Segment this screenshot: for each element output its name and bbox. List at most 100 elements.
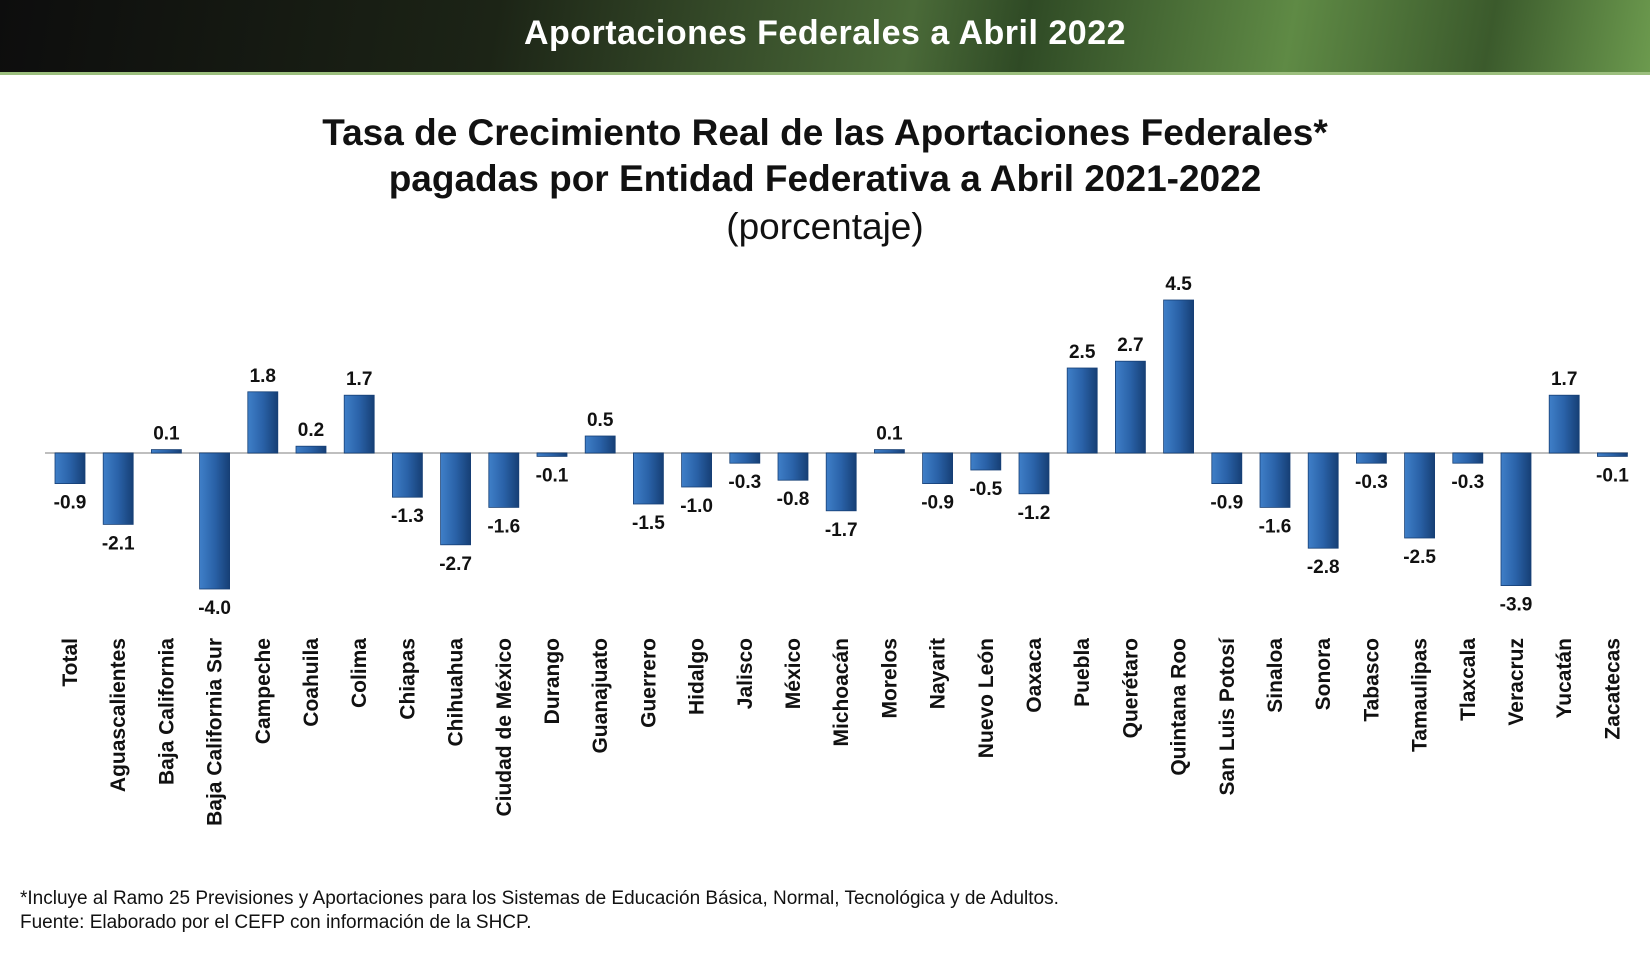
tick-label-9: Ciudad de México xyxy=(493,638,516,817)
banner-title: Aportaciones Federales a Abril 2022 xyxy=(523,14,1127,52)
bar-8 xyxy=(440,452,472,546)
bar-13 xyxy=(681,452,712,488)
bar-14 xyxy=(729,452,761,464)
tick-label-16: Michoacán xyxy=(830,638,853,747)
data-label-9: -1.6 xyxy=(487,516,520,537)
tick-label-12: Guerrero xyxy=(637,638,660,728)
bar-17 xyxy=(874,449,905,454)
chart-subtitle: (porcentaje) xyxy=(726,206,924,247)
tick-label-15: México xyxy=(782,638,805,709)
data-label-20: -1.2 xyxy=(1018,503,1051,524)
bar-12 xyxy=(633,452,664,505)
bar-1 xyxy=(102,452,134,525)
tick-label-5: Coahuila xyxy=(300,638,323,727)
data-label-11: 0.5 xyxy=(587,410,614,431)
bar-32 xyxy=(1597,452,1628,457)
data-label-31: 1.7 xyxy=(1551,369,1577,390)
tick-label-14: Jalisco xyxy=(734,638,757,709)
tick-label-25: Sinaloa xyxy=(1264,638,1287,713)
data-label-3: -4.0 xyxy=(198,598,231,619)
bar-18 xyxy=(922,452,953,485)
data-label-17: 0.1 xyxy=(876,424,903,445)
bar-23 xyxy=(1163,299,1194,454)
data-label-1: -2.1 xyxy=(102,533,135,554)
bar-16 xyxy=(825,452,857,512)
tick-label-0: Total xyxy=(59,638,82,687)
tick-label-3: Baja California Sur xyxy=(204,638,227,826)
bar-15 xyxy=(777,452,809,481)
data-label-5: 0.2 xyxy=(298,420,324,441)
tick-label-20: Oaxaca xyxy=(1023,638,1046,713)
tick-label-24: San Luis Potosí xyxy=(1216,637,1239,796)
bar-5 xyxy=(295,445,327,454)
tick-label-8: Chihuahua xyxy=(445,638,468,747)
chart-title-line-1: Tasa de Crecimiento Real de las Aportaci… xyxy=(322,112,1328,153)
header-banner: Aportaciones Federales a Abril 2022 xyxy=(0,0,1650,75)
bar-9 xyxy=(488,452,520,508)
bar-28 xyxy=(1404,452,1435,539)
tick-label-32: Zacatecas xyxy=(1601,638,1624,740)
data-label-15: -0.8 xyxy=(777,489,810,510)
tick-label-2: Baja California xyxy=(155,638,178,785)
data-label-24: -0.9 xyxy=(1210,493,1243,514)
data-label-19: -0.5 xyxy=(969,479,1002,500)
data-label-16: -1.7 xyxy=(825,520,858,541)
tick-label-17: Morelos xyxy=(878,638,901,719)
tick-label-27: Tabasco xyxy=(1360,638,1383,722)
data-label-22: 2.7 xyxy=(1117,335,1143,356)
bar-27 xyxy=(1356,452,1387,464)
bar-26 xyxy=(1307,452,1339,549)
data-label-4: 1.8 xyxy=(250,366,276,387)
bar-19 xyxy=(970,452,1002,471)
tick-label-23: Quintana Roo xyxy=(1168,638,1191,776)
data-label-2: 0.1 xyxy=(153,424,180,445)
footnote-note: *Incluye al Ramo 25 Previsiones y Aporta… xyxy=(20,888,1059,909)
data-label-14: -0.3 xyxy=(728,472,761,493)
data-label-21: 2.5 xyxy=(1069,342,1096,363)
data-label-7: -1.3 xyxy=(391,506,424,527)
tick-label-4: Campeche xyxy=(252,638,275,744)
data-label-6: 1.7 xyxy=(346,369,372,390)
data-label-10: -0.1 xyxy=(536,465,569,486)
tick-label-30: Veracruz xyxy=(1505,638,1528,726)
bar-10 xyxy=(536,452,568,457)
tick-label-18: Nayarit xyxy=(927,638,950,709)
tick-label-31: Yucatán xyxy=(1553,638,1576,719)
bar-21 xyxy=(1066,367,1098,454)
bar-chart: -0.9 Total -2.1 Aguascalientes 0.1 Baja Calif… xyxy=(45,274,1629,826)
data-label-30: -3.9 xyxy=(1500,595,1533,616)
bar-6 xyxy=(343,394,375,454)
bar-30 xyxy=(1500,452,1532,587)
data-label-27: -0.3 xyxy=(1355,472,1388,493)
tick-label-10: Durango xyxy=(541,638,564,724)
data-label-25: -1.6 xyxy=(1259,516,1292,537)
tick-label-19: Nuevo León xyxy=(975,638,998,758)
tick-label-28: Tamaulipas xyxy=(1409,638,1432,752)
bar-2 xyxy=(150,449,182,454)
bar-4 xyxy=(247,391,279,454)
footnote-source: Fuente: Elaborado por el CEFP con inform… xyxy=(20,912,532,933)
data-label-29: -0.3 xyxy=(1451,472,1484,493)
data-label-13: -1.0 xyxy=(680,496,713,517)
bar-25 xyxy=(1259,452,1291,508)
data-label-28: -2.5 xyxy=(1403,547,1436,568)
data-label-23: 4.5 xyxy=(1165,274,1192,295)
bar-0 xyxy=(54,452,86,485)
bar-7 xyxy=(391,452,423,498)
bar-20 xyxy=(1018,452,1050,495)
tick-label-1: Aguascalientes xyxy=(107,638,130,792)
bar-31 xyxy=(1548,394,1580,454)
tick-label-7: Chiapas xyxy=(396,638,419,720)
bar-29 xyxy=(1452,452,1484,464)
chart-title-line-2: pagadas por Entidad Federativa a Abril 2… xyxy=(388,158,1262,199)
tick-label-21: Puebla xyxy=(1071,638,1094,707)
tick-label-11: Guanajuato xyxy=(589,638,612,754)
data-label-8: -2.7 xyxy=(439,554,472,575)
data-label-0: -0.9 xyxy=(54,493,87,514)
bar-11 xyxy=(584,435,616,454)
bar-3 xyxy=(199,452,231,590)
tick-label-13: Hidalgo xyxy=(686,638,709,715)
data-label-18: -0.9 xyxy=(921,493,954,514)
data-label-32: -0.1 xyxy=(1596,465,1629,486)
data-label-12: -1.5 xyxy=(632,513,665,534)
